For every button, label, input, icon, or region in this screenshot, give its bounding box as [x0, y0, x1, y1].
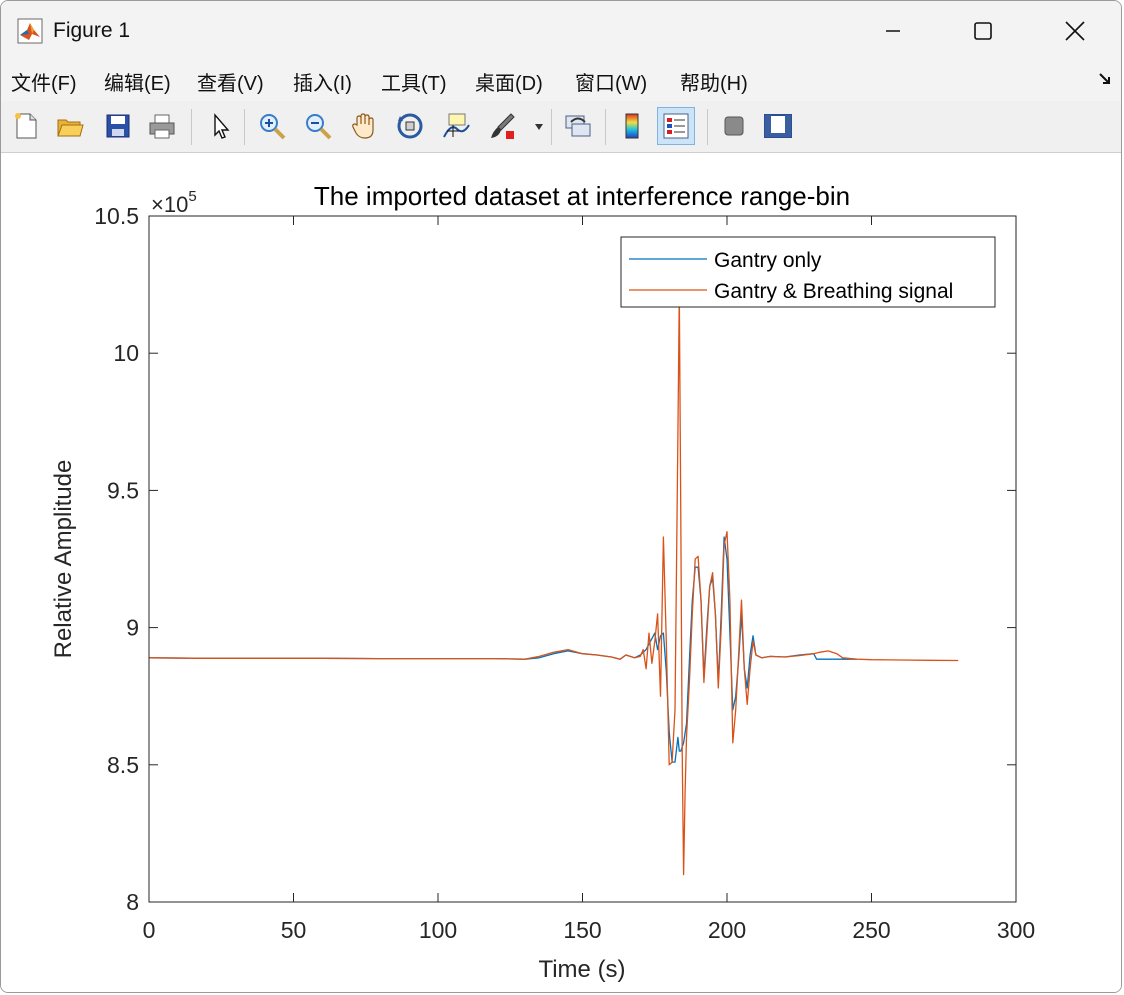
menu-insert[interactable]: 插入(I)	[293, 73, 352, 95]
save-button[interactable]	[99, 107, 137, 145]
colorbar-button[interactable]	[613, 107, 651, 145]
toolbar-separator	[244, 109, 245, 145]
toolbar-separator	[605, 109, 606, 145]
close-icon	[1065, 21, 1085, 41]
hide-plot-tools-icon	[724, 116, 744, 136]
new-figure-icon	[15, 113, 37, 139]
brush-dropdown-icon[interactable]	[533, 122, 545, 132]
pan-button[interactable]	[345, 107, 383, 145]
open-file-icon	[57, 119, 84, 137]
show-plot-tools-button[interactable]	[759, 107, 797, 145]
y-tick-label: 9.5	[107, 477, 139, 503]
link-plot-button[interactable]	[559, 107, 597, 145]
figure-canvas: 0 50 100 150 200 250 300 8 8.5 9 9.5 10 10.5 The imp…	[1, 153, 1122, 993]
x-tick-label: 300	[997, 917, 1035, 943]
x-tick-label: 150	[563, 917, 601, 943]
minimize-icon	[886, 30, 900, 32]
x-tick-label: 200	[708, 917, 746, 943]
brush-button[interactable]	[483, 107, 521, 145]
save-icon	[106, 114, 130, 138]
menu-bar: 文件(F) 编辑(E) 查看(V) 插入(I) 工具(T) 桌面(D) 窗口(W…	[1, 61, 1121, 101]
legend-button[interactable]	[657, 107, 695, 145]
data-cursor-button[interactable]	[437, 107, 475, 145]
toolbar-separator	[191, 109, 192, 145]
menu-desktop[interactable]: 桌面(D)	[475, 73, 543, 95]
x-axis-label: Time (s)	[538, 956, 625, 983]
data-cursor-icon	[443, 113, 470, 138]
axes-box	[148, 215, 1017, 903]
menu-help[interactable]: 帮助(H)	[680, 73, 748, 95]
zoom-out-button[interactable]	[299, 107, 337, 145]
new-figure-button[interactable]	[7, 107, 45, 145]
y-tick-label: 8	[126, 889, 139, 915]
menu-window[interactable]: 窗口(W)	[575, 73, 648, 95]
close-button[interactable]	[1029, 1, 1121, 61]
show-plot-tools-icon	[764, 114, 792, 138]
matlab-logo-icon	[17, 18, 43, 44]
maximize-icon	[974, 22, 992, 40]
y-tick-label: 10.5	[94, 203, 139, 229]
y-exponent-base: ×10	[151, 192, 188, 217]
figure-toolbar	[1, 101, 1121, 153]
brush-icon	[491, 113, 515, 139]
toolbar-separator	[551, 109, 552, 145]
y-tick-label: 8.5	[107, 752, 139, 778]
zoom-in-button[interactable]	[253, 107, 291, 145]
plot-area	[149, 216, 1016, 902]
legend-box	[620, 236, 996, 308]
toolbar-separator	[707, 109, 708, 145]
series-lines	[148, 292, 959, 876]
edit-plot-icon	[214, 113, 230, 139]
zoom-out-icon	[306, 114, 332, 140]
pan-icon	[352, 113, 374, 139]
link-plot-icon	[565, 115, 591, 137]
legend[interactable]: Gantry only Gantry & Breathing signal	[620, 236, 996, 308]
print-icon	[149, 114, 175, 139]
window-title: Figure 1	[53, 19, 131, 42]
title-bar[interactable]: Figure 1	[1, 1, 1121, 61]
menu-tools[interactable]: 工具(T)	[381, 73, 447, 95]
y-exponent-power: 5	[188, 188, 196, 205]
menu-file[interactable]: 文件(F)	[11, 73, 77, 95]
y-tick-label: 9	[126, 615, 139, 641]
y-exponent-label: ×105	[151, 188, 197, 217]
legend-icon	[663, 113, 689, 139]
legend-label-gantry-breathing: Gantry & Breathing signal	[714, 280, 953, 303]
rotate-3d-icon	[397, 113, 423, 139]
dock-arrow-icon[interactable]	[1097, 71, 1113, 87]
menu-edit[interactable]: 编辑(E)	[104, 73, 171, 95]
minimize-button[interactable]	[847, 1, 939, 61]
y-axis-label: Relative Amplitude	[50, 460, 77, 659]
line-chart[interactable]: 0 50 100 150 200 250 300 8 8.5 9 9.5 10 10.5 The imp…	[1, 153, 1122, 993]
legend-label-gantry-only: Gantry only	[714, 249, 822, 272]
chart-title: The imported dataset at interference ran…	[314, 181, 850, 211]
print-button[interactable]	[143, 107, 181, 145]
axis-ticks: 0 50 100 150 200 250 300 8 8.5 9 9.5 10 10.5	[94, 203, 1035, 943]
rotate-3d-button[interactable]	[391, 107, 429, 145]
zoom-in-icon	[260, 114, 286, 140]
x-tick-label: 50	[281, 917, 307, 943]
series-line-gantry-breathing	[148, 292, 959, 876]
hide-plot-tools-button[interactable]	[715, 107, 753, 145]
open-file-button[interactable]	[51, 107, 89, 145]
x-tick-label: 0	[143, 917, 156, 943]
colorbar-icon	[625, 113, 639, 139]
edit-plot-button[interactable]	[201, 107, 239, 145]
y-tick-label: 10	[113, 340, 139, 366]
maximize-button[interactable]	[937, 1, 1029, 61]
menu-view[interactable]: 查看(V)	[197, 73, 264, 95]
x-tick-label: 100	[419, 917, 457, 943]
x-tick-label: 250	[852, 917, 890, 943]
